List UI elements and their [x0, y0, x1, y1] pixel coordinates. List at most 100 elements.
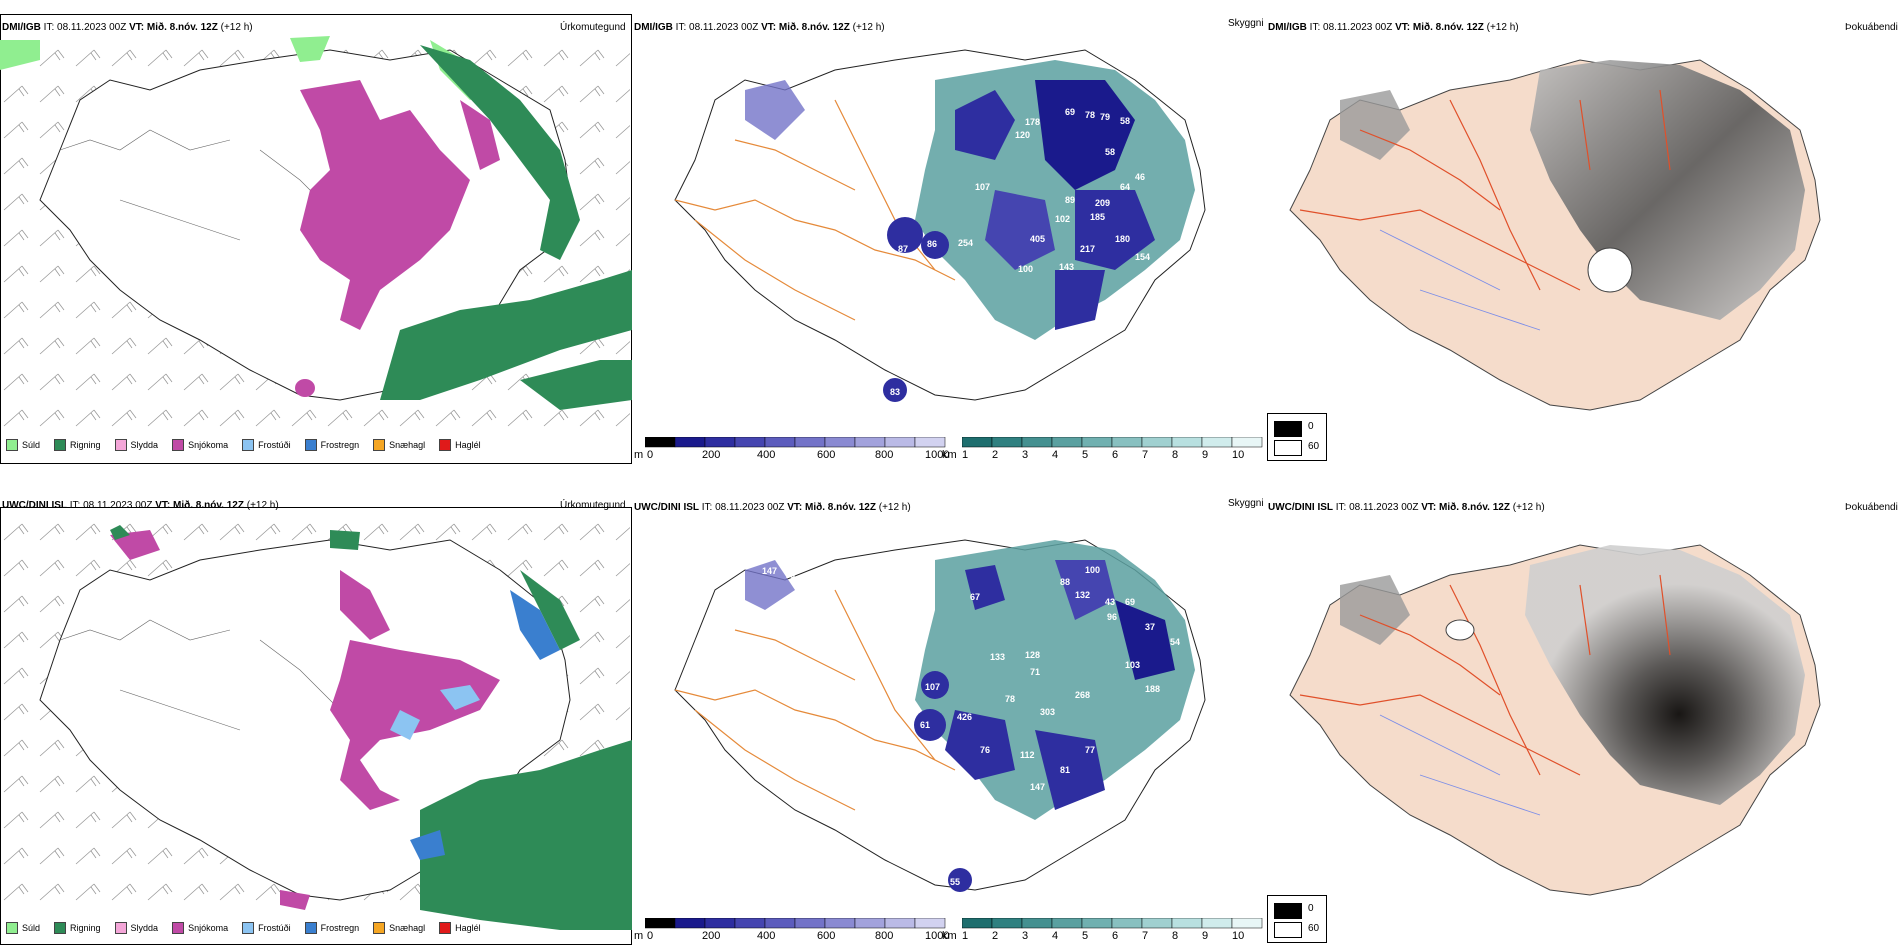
vis-label: 87 [898, 244, 908, 254]
swatch [172, 439, 185, 451]
it-label: IT: [1309, 22, 1321, 33]
it-value: 08.11.2023 00Z [1349, 502, 1419, 513]
legend-label: Frostregn [320, 440, 360, 450]
it-label: IT: [675, 22, 687, 33]
height-tick: 0 [647, 930, 654, 942]
header-precip-top: DMI/IGB IT: 08.11.2023 00Z VT: Mið. 8.nó… [2, 22, 253, 34]
legend-label: Frostúði [258, 440, 291, 450]
it-value: 08.11.2023 00Z [57, 22, 127, 33]
legend-item: Rigning [54, 439, 101, 451]
legend-item: Snjókoma [172, 922, 228, 934]
vis-label: 46 [1135, 172, 1145, 182]
vt-value: Mið. 8.nóv. 12Z [1439, 502, 1510, 513]
model-name: UWC/DINI ISL [1268, 502, 1333, 513]
vis-tick: 4 [1052, 449, 1059, 461]
vis-tick: 9 [1202, 930, 1209, 942]
swatch [439, 439, 452, 451]
vis-label: 79 [1100, 112, 1110, 122]
vis-tick: 7 [1142, 449, 1149, 461]
fog-swatch-60 [1274, 922, 1302, 938]
vis-label: 254 [958, 238, 973, 248]
legend-item: Haglél [439, 922, 481, 934]
it-label: IT: [1335, 502, 1347, 513]
legend-label: Súld [22, 923, 41, 933]
height-tick: 400 [757, 449, 776, 461]
swatch [373, 922, 386, 934]
height-tick: 600 [817, 449, 836, 461]
legend-label: Slydda [130, 923, 159, 933]
vis-label: 78 [1005, 694, 1015, 704]
legend-label: Slydda [130, 440, 159, 450]
swatch [6, 439, 18, 451]
forecast-offset: (+12 h) [1512, 502, 1545, 513]
height-unit: m [634, 930, 644, 942]
vis-tick: 4 [1052, 930, 1059, 942]
fog-label: 60 [1308, 923, 1320, 934]
legend-item: Snæhagl [373, 922, 425, 934]
vt-value: Mið. 8.nóv. 12Z [173, 500, 244, 511]
vis-label: 154 [1135, 252, 1150, 262]
it-value: 08.11.2023 00Z [689, 22, 759, 33]
height-tick: 1000 [925, 449, 950, 461]
vis-label: 96 [1107, 612, 1117, 622]
vis-labels-bottom: 147 73 88 100 132 67 43 69 96 37 54 107 … [762, 565, 1180, 887]
vis-label: 64 [1120, 182, 1130, 192]
precip-legend-top: Súld Rigning Slydda Snjókoma Frostúði Fr… [6, 439, 495, 451]
vis-label: 217 [1080, 244, 1095, 254]
legend-item: Frostregn [304, 439, 360, 451]
vis-label: 83 [890, 387, 900, 397]
vis-label: 88 [1060, 577, 1070, 587]
header-vis-top: DMI/IGB IT: 08.11.2023 00Z VT: Mið. 8.nó… [634, 22, 885, 34]
height-colorbar-top [645, 437, 946, 448]
vis-tick: 1 [962, 930, 969, 942]
swatch [439, 922, 452, 934]
vis-label: 86 [927, 239, 937, 249]
precip-frame [0, 507, 632, 945]
swatch [242, 922, 255, 934]
precip-map-top [0, 35, 632, 430]
vis-tick: 8 [1172, 930, 1179, 942]
vis-label: 147 [1030, 782, 1045, 792]
vis-label: 103 [1125, 660, 1140, 670]
it-label: IT: [43, 22, 55, 33]
model-name: DMI/IGB [2, 22, 41, 33]
legend-item: Snjókoma [172, 439, 228, 451]
fog-label: 0 [1308, 421, 1314, 432]
legend-item: Haglél [439, 439, 481, 451]
it-value: 08.11.2023 00Z [1323, 22, 1393, 33]
swatch [373, 439, 386, 451]
vis-label: 426 [957, 712, 972, 722]
vis-tick: 9 [1202, 449, 1209, 461]
legend-label: Snæhagl [389, 440, 426, 450]
vis-colorbar-bottom [962, 918, 1263, 929]
swatch [54, 439, 67, 451]
vt-value: Mið. 8.nóv. 12Z [805, 502, 876, 513]
vis-title: Skyggni [1228, 498, 1264, 509]
precip-panel-top [0, 14, 632, 464]
vis-label: 81 [1060, 765, 1070, 775]
model-name: UWC/DINI ISL [634, 502, 699, 513]
fog-map-top [1289, 59, 1821, 411]
vis-label: 100 [1085, 565, 1100, 575]
swatch [114, 439, 127, 451]
vis-colorbar-top [962, 437, 1263, 448]
vis-label: 76 [980, 745, 990, 755]
vis-label: 185 [1090, 212, 1105, 222]
fog-swatch-60 [1274, 440, 1302, 456]
legend-label: Frostúði [258, 923, 291, 933]
vis-label: 112 [1020, 750, 1035, 760]
vis-label: 209 [1095, 198, 1110, 208]
header-fog-top: DMI/IGB IT: 08.11.2023 00Z VT: Mið. 8.nó… [1268, 22, 1519, 34]
legend-item: Slydda [114, 439, 159, 451]
vis-label: 58 [1105, 147, 1115, 157]
vis-tick: 2 [992, 930, 999, 942]
vis-tick: 7 [1142, 930, 1149, 942]
vt-label: VT: [1421, 502, 1437, 513]
vis-label: 102 [1055, 214, 1070, 224]
it-value: 08.11.2023 00Z [83, 500, 153, 511]
vt-value: Mið. 8.nóv. 12Z [778, 22, 850, 33]
vis-label: 37 [1145, 622, 1155, 632]
vis-label: 143 [1059, 262, 1074, 272]
fog-map-bottom [1289, 544, 1821, 896]
forecast-offset: (+12 h) [246, 500, 279, 511]
